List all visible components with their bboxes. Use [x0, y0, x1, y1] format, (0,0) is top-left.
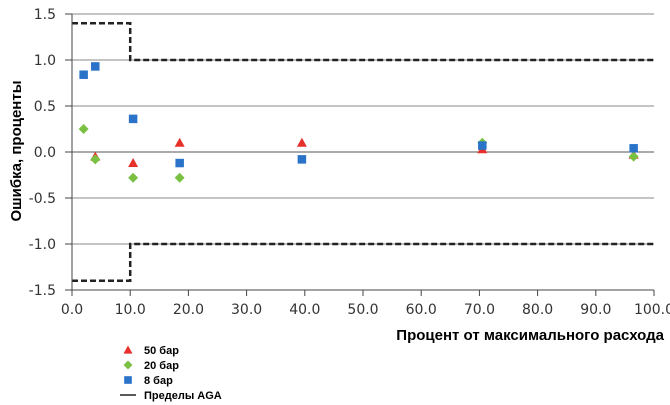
- data-point-square: [91, 62, 100, 71]
- x-tick-label: 20.0: [173, 302, 204, 318]
- data-point-diamond: [629, 152, 639, 162]
- data-point-square: [629, 144, 638, 153]
- aga-limit-lower: [72, 244, 654, 281]
- legend-marker-square: [124, 376, 132, 384]
- data-point-square: [175, 159, 184, 168]
- legend-label: 8 бар: [144, 375, 173, 387]
- x-tick-label: 50.0: [347, 302, 378, 318]
- data-point-triangle: [128, 158, 138, 167]
- y-tick-label: 0.0: [34, 145, 56, 161]
- data-point-square: [129, 115, 138, 124]
- x-tick-label: 80.0: [522, 302, 553, 318]
- x-tick-label: 70.0: [464, 302, 495, 318]
- data-point-triangle: [297, 138, 307, 147]
- data-markers: [79, 62, 639, 183]
- grid: [72, 14, 654, 290]
- y-axis-title: Ошибка, проценты: [8, 80, 25, 221]
- legend-marker-diamond: [124, 361, 133, 370]
- legend-label: 50 бар: [144, 345, 179, 357]
- x-tick-label: 60.0: [406, 302, 437, 318]
- tick-labels: 1.5 1.0 0.5 0.0 -0.5 -1.0 -1.5 0.0 10.0 20.0 30.0 4…: [29, 7, 670, 318]
- x-tick-label: 100.0: [634, 302, 670, 318]
- x-tick-label: 90.0: [580, 302, 611, 318]
- legend-label: Пределы AGA: [144, 390, 222, 402]
- legend-label: 20 бар: [144, 360, 179, 372]
- y-tick-label: 0.5: [34, 99, 56, 115]
- data-point-square: [478, 141, 487, 150]
- data-point-square: [79, 70, 88, 79]
- data-point-square: [298, 155, 307, 164]
- y-tick-label: -1.0: [29, 237, 56, 253]
- x-tick-label: 30.0: [231, 302, 262, 318]
- y-tick-label: -1.5: [29, 283, 56, 299]
- x-axis-title: Процент от максимального расхода: [396, 327, 664, 344]
- data-point-triangle: [175, 138, 185, 147]
- x-tick-label: 10.0: [115, 302, 146, 318]
- x-tick-label: 0.0: [61, 302, 83, 318]
- aga-limit-upper: [72, 23, 654, 60]
- data-point-diamond: [175, 173, 185, 183]
- y-tick-label: -0.5: [29, 191, 56, 207]
- legend-marker-triangle: [124, 346, 133, 354]
- axes: [65, 14, 654, 296]
- y-tick-label: 1.5: [34, 7, 56, 23]
- data-point-diamond: [90, 154, 100, 164]
- data-point-diamond: [128, 173, 138, 183]
- legend: 50 бар 20 бар 8 бар Пределы AGA: [120, 345, 222, 402]
- data-point-diamond: [79, 124, 89, 134]
- x-tick-label: 40.0: [289, 302, 320, 318]
- y-tick-label: 1.0: [34, 53, 56, 69]
